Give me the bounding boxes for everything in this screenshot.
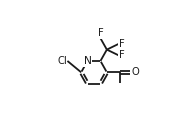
Text: O: O: [131, 67, 139, 77]
Text: F: F: [119, 50, 124, 60]
Text: Cl: Cl: [57, 56, 67, 66]
Text: F: F: [119, 39, 124, 49]
Text: F: F: [98, 28, 103, 38]
Text: N: N: [84, 56, 92, 66]
